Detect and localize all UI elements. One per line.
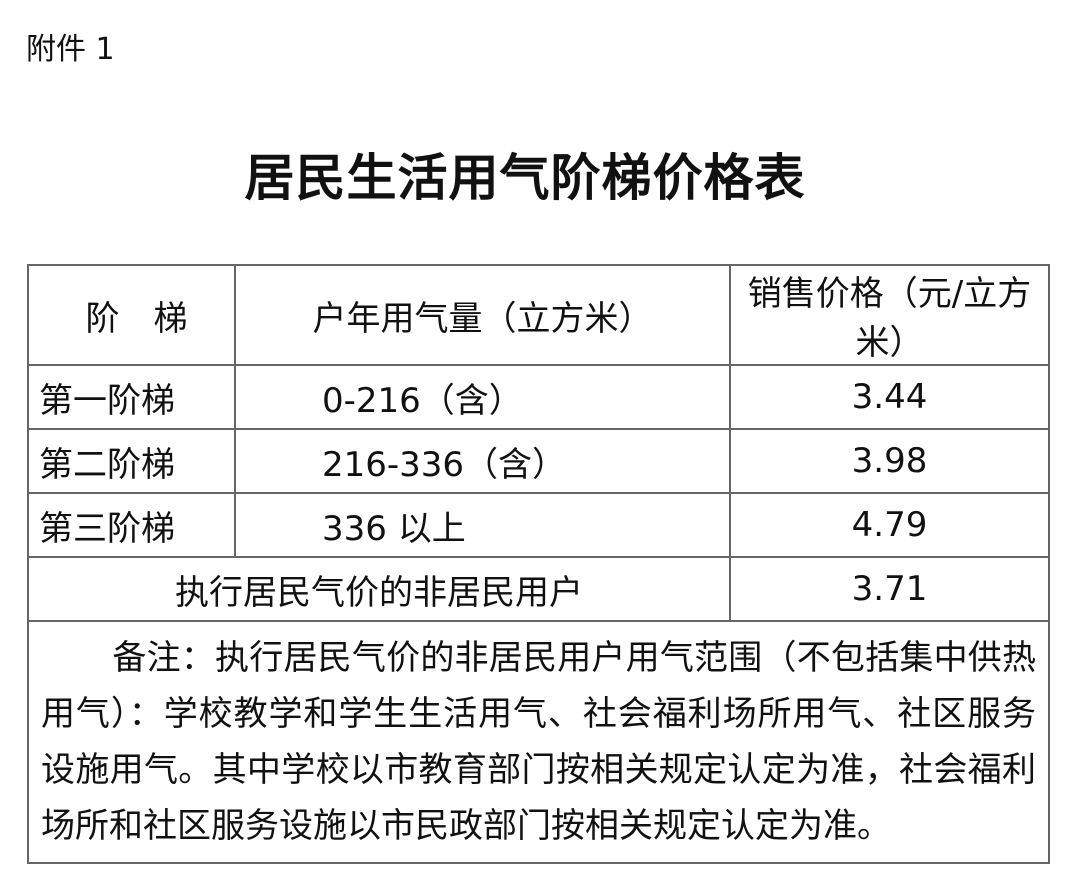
table-header-row: 阶 梯 户年用气量（立方米） 销售价格（元/立方米） xyxy=(27,264,1050,366)
attachment-label: 附件 1 xyxy=(26,32,115,67)
table-row: 第二阶梯 216-336（含） 3.98 xyxy=(27,428,1050,494)
document-title: 居民生活用气阶梯价格表 xyxy=(244,148,806,207)
note-row: 备注：执行居民气价的非居民用户用气范围（不包括集中供热用气）：学校教学和学生生活… xyxy=(27,620,1050,864)
range-cell: 336 以上 xyxy=(234,492,731,558)
table-row: 第一阶梯 0-216（含） 3.44 xyxy=(27,364,1050,430)
price-cell: 3.98 xyxy=(729,428,1050,494)
note-cell: 备注：执行居民气价的非居民用户用气范围（不包括集中供热用气）：学校教学和学生生活… xyxy=(27,620,1050,864)
price-table: 阶 梯 户年用气量（立方米） 销售价格（元/立方米） 第一阶梯 0-216（含）… xyxy=(27,264,1050,864)
table-row: 第三阶梯 336 以上 4.79 xyxy=(27,492,1050,558)
tier-cell: 第三阶梯 xyxy=(27,492,236,558)
special-row: 执行居民气价的非居民用户 3.71 xyxy=(27,556,1050,622)
header-range: 户年用气量（立方米） xyxy=(234,264,731,366)
price-cell: 4.79 xyxy=(729,492,1050,558)
range-cell: 0-216（含） xyxy=(234,364,731,430)
range-cell: 216-336（含） xyxy=(234,428,731,494)
header-price: 销售价格（元/立方米） xyxy=(729,264,1050,366)
header-tier: 阶 梯 xyxy=(27,264,236,366)
price-cell: 3.44 xyxy=(729,364,1050,430)
tier-cell: 第二阶梯 xyxy=(27,428,236,494)
special-label-cell: 执行居民气价的非居民用户 xyxy=(27,556,731,622)
special-price-cell: 3.71 xyxy=(729,556,1050,622)
tier-cell: 第一阶梯 xyxy=(27,364,236,430)
